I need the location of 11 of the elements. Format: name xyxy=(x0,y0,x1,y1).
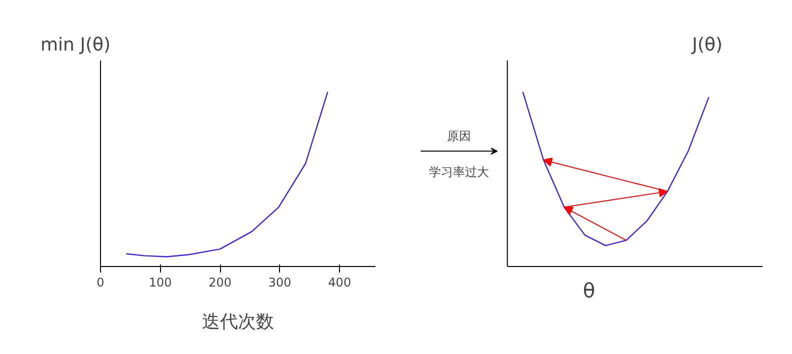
chart-title: min J(θ) xyxy=(40,34,111,56)
chart-title: J(θ) xyxy=(691,34,723,56)
x-axis-title: 迭代次数 xyxy=(202,312,274,332)
x-tick-label: 200 xyxy=(208,276,232,290)
text: 学习率过大 xyxy=(428,165,489,180)
x-tick-label: 100 xyxy=(148,276,172,290)
x-axis-title: θ xyxy=(582,278,596,302)
x-tick-label: 300 xyxy=(268,276,292,290)
text: 原因 xyxy=(446,129,471,144)
x-tick-label: 0 xyxy=(96,276,104,290)
x-tick-label: 400 xyxy=(328,276,352,290)
